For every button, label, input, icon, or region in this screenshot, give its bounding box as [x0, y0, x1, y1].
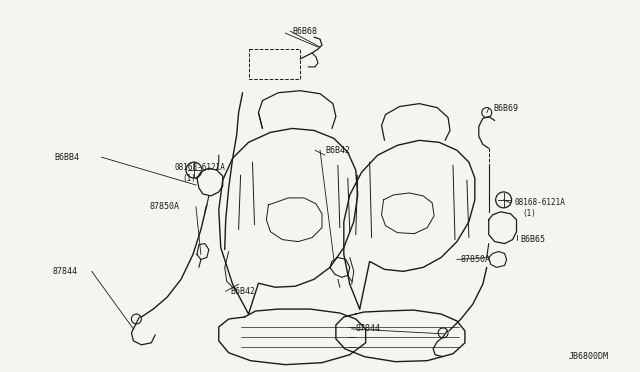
Text: (1): (1) — [182, 174, 196, 183]
Text: 08168-6121A: 08168-6121A — [174, 163, 225, 171]
Text: B6B68: B6B68 — [292, 27, 317, 36]
Text: 87850A: 87850A — [149, 202, 179, 211]
Text: B6B69: B6B69 — [493, 104, 518, 113]
Text: 87850A: 87850A — [461, 255, 491, 264]
Text: B6B65: B6B65 — [520, 235, 545, 244]
Text: B6B42: B6B42 — [230, 287, 255, 296]
Text: 87844: 87844 — [52, 267, 77, 276]
Text: 87844: 87844 — [356, 324, 381, 333]
Text: 08168-6121A: 08168-6121A — [515, 198, 565, 207]
Text: JB6800DM: JB6800DM — [568, 352, 608, 361]
Text: (1): (1) — [522, 209, 536, 218]
Text: B6BB4: B6BB4 — [54, 153, 79, 162]
Text: B6B42: B6B42 — [325, 146, 350, 155]
